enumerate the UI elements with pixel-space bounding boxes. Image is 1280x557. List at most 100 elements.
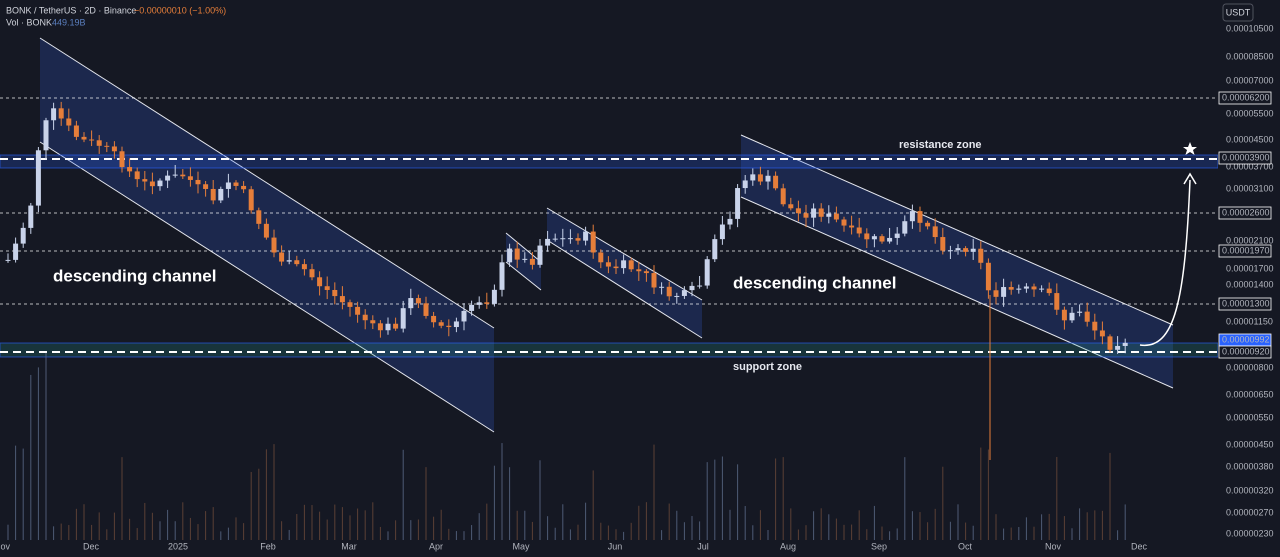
volume-bar (828, 514, 830, 540)
volume-bar (934, 508, 936, 540)
candle-body (294, 260, 300, 265)
price-level-label: 0.00002600 (1222, 207, 1270, 217)
candle-body (339, 296, 345, 303)
candle-body (575, 238, 581, 241)
candle-body (613, 266, 619, 269)
candle-body (256, 210, 262, 224)
price-label: 0.00008500 (1226, 51, 1274, 61)
volume-bar (980, 447, 982, 540)
currency-label[interactable]: USDT (1226, 7, 1251, 17)
volume-bar (1109, 452, 1111, 540)
candle-body (1054, 293, 1060, 310)
volume-bar (729, 509, 731, 540)
candle-body (324, 286, 330, 290)
channel-fill (741, 135, 1173, 388)
volume-bar (402, 449, 404, 540)
volume-bar (972, 525, 974, 540)
volume-bar (296, 513, 298, 540)
volume-bar (159, 521, 161, 540)
volume-bar (311, 505, 313, 540)
candle-body (66, 118, 72, 126)
candle-body (355, 306, 361, 315)
candle-body (438, 322, 444, 326)
volume-bar (531, 521, 533, 540)
candle-body (704, 259, 710, 286)
volume-bar (699, 521, 701, 540)
volume-bar (554, 527, 556, 540)
time-label: Sep (871, 541, 887, 551)
volume-bar (303, 504, 305, 540)
candle-body (111, 146, 117, 152)
candle-body (1001, 287, 1007, 297)
candle-body (96, 140, 102, 146)
arrow-head (1183, 172, 1197, 185)
candle-body (849, 225, 855, 228)
price-label: 0.00004500 (1226, 134, 1274, 144)
volume-bar (182, 502, 184, 540)
candle-body (818, 208, 824, 217)
price-label: 0.00007000 (1226, 75, 1274, 85)
volume-bar (98, 512, 100, 540)
volume-bar (440, 509, 442, 540)
volume-bar (1003, 528, 1005, 540)
price-level-label: 0.00003900 (1222, 152, 1270, 162)
candle-body (605, 262, 611, 267)
volume-bar (471, 525, 473, 540)
candle-body (385, 323, 391, 331)
volume-bar (379, 526, 381, 540)
time-label: Aug (780, 541, 796, 551)
volume-bar (813, 511, 815, 540)
candle-body (248, 189, 254, 211)
price-axis: USDT 0.00010500 0.00008500 0.00007000 0.000… (1218, 0, 1280, 557)
volume-bar (235, 517, 237, 540)
candle-body (537, 245, 543, 265)
volume-bar (1079, 508, 1081, 540)
channel-line (505, 261, 542, 291)
candle-body (233, 182, 239, 186)
candle-body (58, 108, 64, 119)
channel-line (39, 141, 495, 433)
candle-body (1084, 311, 1090, 322)
volume-bar (68, 525, 70, 540)
candle-body (423, 303, 429, 316)
volume-bar (281, 521, 283, 540)
candle-body (104, 145, 110, 147)
candle-body (393, 323, 399, 329)
volume-bar (1124, 504, 1126, 540)
volume-bar (927, 522, 929, 540)
candle-body (871, 236, 877, 240)
volume-bar (75, 508, 77, 540)
price-level-box (1218, 91, 1272, 105)
symbol-title: BONK / TetherUS · 2D · Binance (6, 5, 136, 15)
volume-bar (683, 522, 685, 540)
candle-body (5, 259, 11, 261)
candle-body (940, 237, 946, 251)
overlay: descending channel descending channel re… (6, 5, 1197, 373)
candle-body (1107, 336, 1113, 350)
volume-bar (851, 524, 853, 540)
candle-body (545, 238, 551, 246)
candle-body (925, 222, 931, 227)
price-label: 0.00001400 (1226, 279, 1274, 289)
volume-bar (1010, 527, 1012, 540)
candle-body (560, 238, 566, 240)
candle-body (370, 320, 376, 324)
price-level-box (1218, 206, 1272, 220)
volume-bar (1041, 514, 1043, 540)
volume-bar (721, 456, 723, 540)
volume-bar (1094, 510, 1096, 540)
candle-body (955, 248, 961, 251)
candle-body (89, 139, 95, 141)
candle-body (332, 289, 338, 297)
time-label: Nov (1045, 541, 1062, 551)
price-label: 0.00001700 (1226, 263, 1274, 273)
candle-body (666, 286, 672, 297)
candle-body (507, 248, 513, 263)
zone-label: support zone (733, 361, 802, 373)
candle-body (51, 108, 57, 121)
currency-button[interactable] (1222, 3, 1254, 22)
price-label: 0.00000230 (1226, 528, 1274, 538)
volume-bar (1117, 530, 1119, 540)
